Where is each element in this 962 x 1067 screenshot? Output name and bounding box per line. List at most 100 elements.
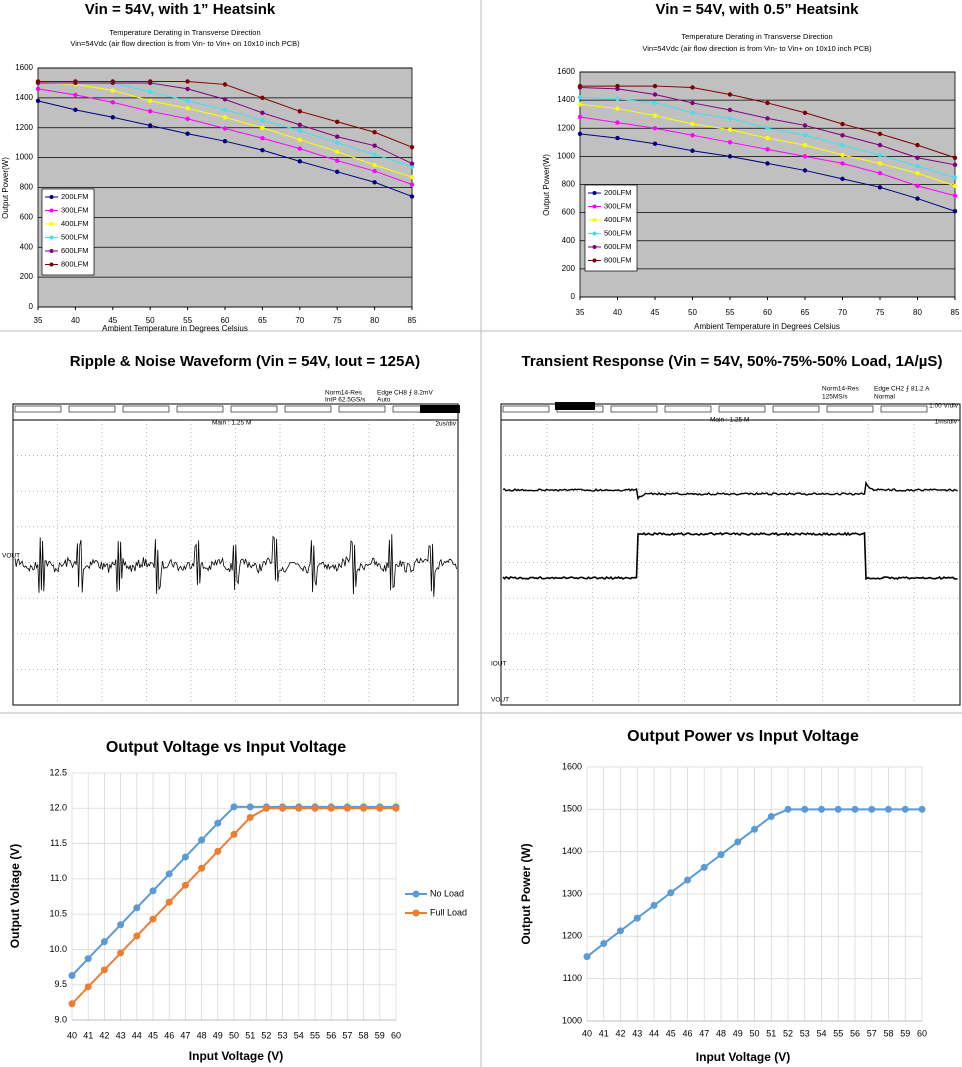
channel-tab xyxy=(880,405,928,413)
data-point xyxy=(952,155,958,160)
x-axis-label: Input Voltage (V) xyxy=(189,1049,283,1063)
data-point xyxy=(149,915,157,923)
x-tick-label: 55 xyxy=(183,316,192,325)
legend-marker xyxy=(592,231,597,236)
data-point xyxy=(73,92,78,98)
y-tick-label: 10.5 xyxy=(49,909,67,919)
data-point xyxy=(690,85,695,90)
data-point xyxy=(690,133,695,138)
data-point xyxy=(577,131,583,137)
data-point xyxy=(577,95,583,100)
scope-label: Normal xyxy=(874,394,896,401)
y-tick-label: 600 xyxy=(562,208,576,217)
x-tick-label: 57 xyxy=(342,1030,352,1040)
data-point xyxy=(297,109,302,114)
data-point xyxy=(117,949,125,957)
chart-title: Output Voltage vs Input Voltage xyxy=(106,739,346,756)
legend-marker xyxy=(592,218,597,222)
y-tick-label: 200 xyxy=(20,272,34,281)
data-point xyxy=(851,805,859,813)
legend-marker xyxy=(49,222,54,226)
chart-subtitle: Vin=54Vdc (air flow direction is from Vi… xyxy=(642,44,872,53)
x-tick-label: 65 xyxy=(801,308,810,317)
data-point xyxy=(409,144,415,150)
data-point xyxy=(840,133,845,138)
x-tick-label: 45 xyxy=(666,1028,676,1038)
x-tick-label: 47 xyxy=(699,1028,709,1038)
legend-label: 500LFM xyxy=(604,228,632,237)
data-point xyxy=(372,180,377,185)
data-point xyxy=(185,98,190,104)
y-tick-label: 1600 xyxy=(562,761,582,771)
data-point xyxy=(915,164,920,169)
x-tick-label: 60 xyxy=(391,1030,401,1040)
x-tick-label: 70 xyxy=(295,316,304,325)
data-point xyxy=(279,804,287,812)
data-point xyxy=(801,805,809,813)
data-point xyxy=(260,118,265,123)
data-point xyxy=(376,804,384,812)
y-tick-label: 11.0 xyxy=(50,873,67,883)
x-tick-label: 46 xyxy=(682,1028,692,1038)
waveform xyxy=(502,480,958,501)
scope-label: 125MS/s xyxy=(822,394,848,401)
data-point xyxy=(110,115,116,120)
channel-tab xyxy=(718,405,766,413)
x-tick-label: 41 xyxy=(83,1030,93,1040)
y-tick-label: 12.0 xyxy=(49,803,67,813)
x-tick-label: 51 xyxy=(766,1028,776,1038)
data-point xyxy=(652,92,658,97)
scope-label: Edge CH8 ⨍ 8.2mV xyxy=(377,389,433,397)
data-point xyxy=(246,803,254,811)
y-axis-label: Output Power(W) xyxy=(542,154,551,216)
y-tick-label: 1000 xyxy=(562,1015,582,1025)
data-point xyxy=(262,804,270,812)
data-point xyxy=(73,79,78,84)
legend-marker xyxy=(49,235,54,240)
y-tick-label: 1400 xyxy=(562,846,582,856)
data-point xyxy=(690,148,695,153)
data-point xyxy=(185,131,190,136)
data-point xyxy=(690,100,695,106)
data-point xyxy=(181,853,189,861)
data-point xyxy=(877,142,883,148)
legend-marker xyxy=(49,249,54,253)
data-point xyxy=(577,102,583,107)
data-point xyxy=(149,887,157,895)
x-tick-label: 60 xyxy=(917,1028,927,1038)
y-tick-label: 10.0 xyxy=(49,944,67,954)
data-point xyxy=(952,175,958,180)
x-tick-label: 80 xyxy=(913,308,922,317)
data-point xyxy=(260,136,265,141)
data-point xyxy=(297,137,302,142)
data-point xyxy=(765,161,770,166)
x-tick-label: 75 xyxy=(876,308,885,317)
data-point xyxy=(767,813,775,821)
data-point xyxy=(73,107,78,113)
x-tick-label: 35 xyxy=(34,316,43,325)
data-point xyxy=(840,176,845,182)
y-tick-label: 1200 xyxy=(562,931,582,941)
data-point xyxy=(784,805,792,813)
data-point xyxy=(246,813,254,821)
data-point xyxy=(765,147,770,152)
channel-tab xyxy=(610,405,658,413)
data-point xyxy=(577,83,583,89)
data-point xyxy=(295,804,303,812)
data-point xyxy=(372,143,377,148)
data-point xyxy=(148,89,153,95)
x-tick-label: 35 xyxy=(576,308,585,317)
data-point xyxy=(918,805,926,813)
data-point xyxy=(633,914,641,922)
data-point xyxy=(84,983,92,991)
data-point xyxy=(117,921,125,929)
data-point xyxy=(727,127,733,132)
data-point xyxy=(214,819,222,827)
data-point xyxy=(68,1000,76,1008)
x-tick-label: 49 xyxy=(733,1028,743,1038)
scope-label: IOUT xyxy=(491,661,507,668)
legend-label: 800LFM xyxy=(61,259,89,268)
scope-label: 2us/div xyxy=(435,421,456,428)
data-point xyxy=(840,121,845,127)
data-point xyxy=(802,154,808,159)
